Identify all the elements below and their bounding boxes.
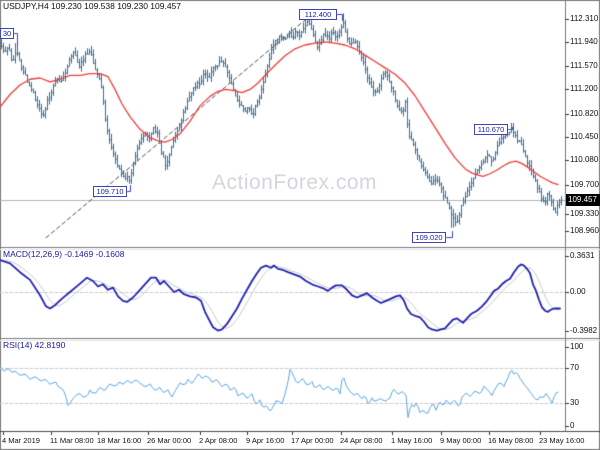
time-axis-label: 16 May 08:00 [488, 436, 534, 445]
price-axis-label: 111.200 [570, 84, 598, 93]
price-axis-label: 110.080 [570, 155, 599, 164]
time-axis-label: 23 May 16:00 [539, 436, 585, 445]
time-axis-label: 9 May 00:00 [440, 436, 482, 445]
price-axis-label: 110.820 [570, 109, 599, 118]
price-axis-label: 109.330 [570, 209, 599, 218]
price-annotation: 110.670 [474, 124, 508, 135]
price-axis-label: 112.310 [570, 14, 599, 23]
price-annotation: 109.710 [93, 186, 127, 197]
time-axis-label: 26 Mar 00:00 [147, 436, 192, 445]
time-axis-label: 18 Mar 16:00 [97, 436, 142, 445]
rsi-indicator-label: RSI(14) 42.8190 [3, 340, 66, 350]
time-axis-label: 4 Mar 2019 [2, 436, 40, 445]
rsi-axis-label: 30 [570, 398, 579, 407]
price-axis-label: 108.960 [570, 226, 599, 235]
time-axis-label: 2 Apr 08:00 [199, 436, 238, 445]
macd-axis-label: -0.3982 [570, 326, 598, 335]
time-axis-label: 1 May 16:00 [391, 436, 433, 445]
price-annotation: 30 [0, 28, 14, 39]
rsi-axis-label: 100 [570, 342, 584, 351]
macd-indicator-label: MACD(12,26,9) -0.1469 -0.1608 [3, 249, 125, 259]
price-annotation: 109.020 [412, 232, 446, 243]
time-axis-label: 9 Apr 16:00 [246, 436, 285, 445]
price-axis-label: 111.940 [570, 37, 598, 46]
time-axis-label: 11 Mar 08:00 [50, 436, 94, 445]
chart-title: USDJPY,H4 109.230 109.538 109.230 109.45… [3, 1, 182, 11]
rsi-axis-label: 0 [570, 421, 575, 430]
time-axis-label: 24 Apr 08:00 [340, 436, 383, 445]
price-annotation: 112.400 [299, 9, 337, 20]
price-axis-label: 110.450 [570, 132, 599, 141]
macd-axis-label: 0.00 [570, 287, 586, 296]
rsi-axis-label: 70 [570, 363, 579, 372]
price-axis-label: 109.700 [570, 180, 599, 189]
macd-axis-label: 0.3631 [570, 251, 595, 260]
price-axis-label: 111.570 [570, 61, 598, 70]
current-price-badge: 109.457 [566, 194, 600, 206]
time-axis-label: 17 Apr 00:00 [291, 436, 334, 445]
